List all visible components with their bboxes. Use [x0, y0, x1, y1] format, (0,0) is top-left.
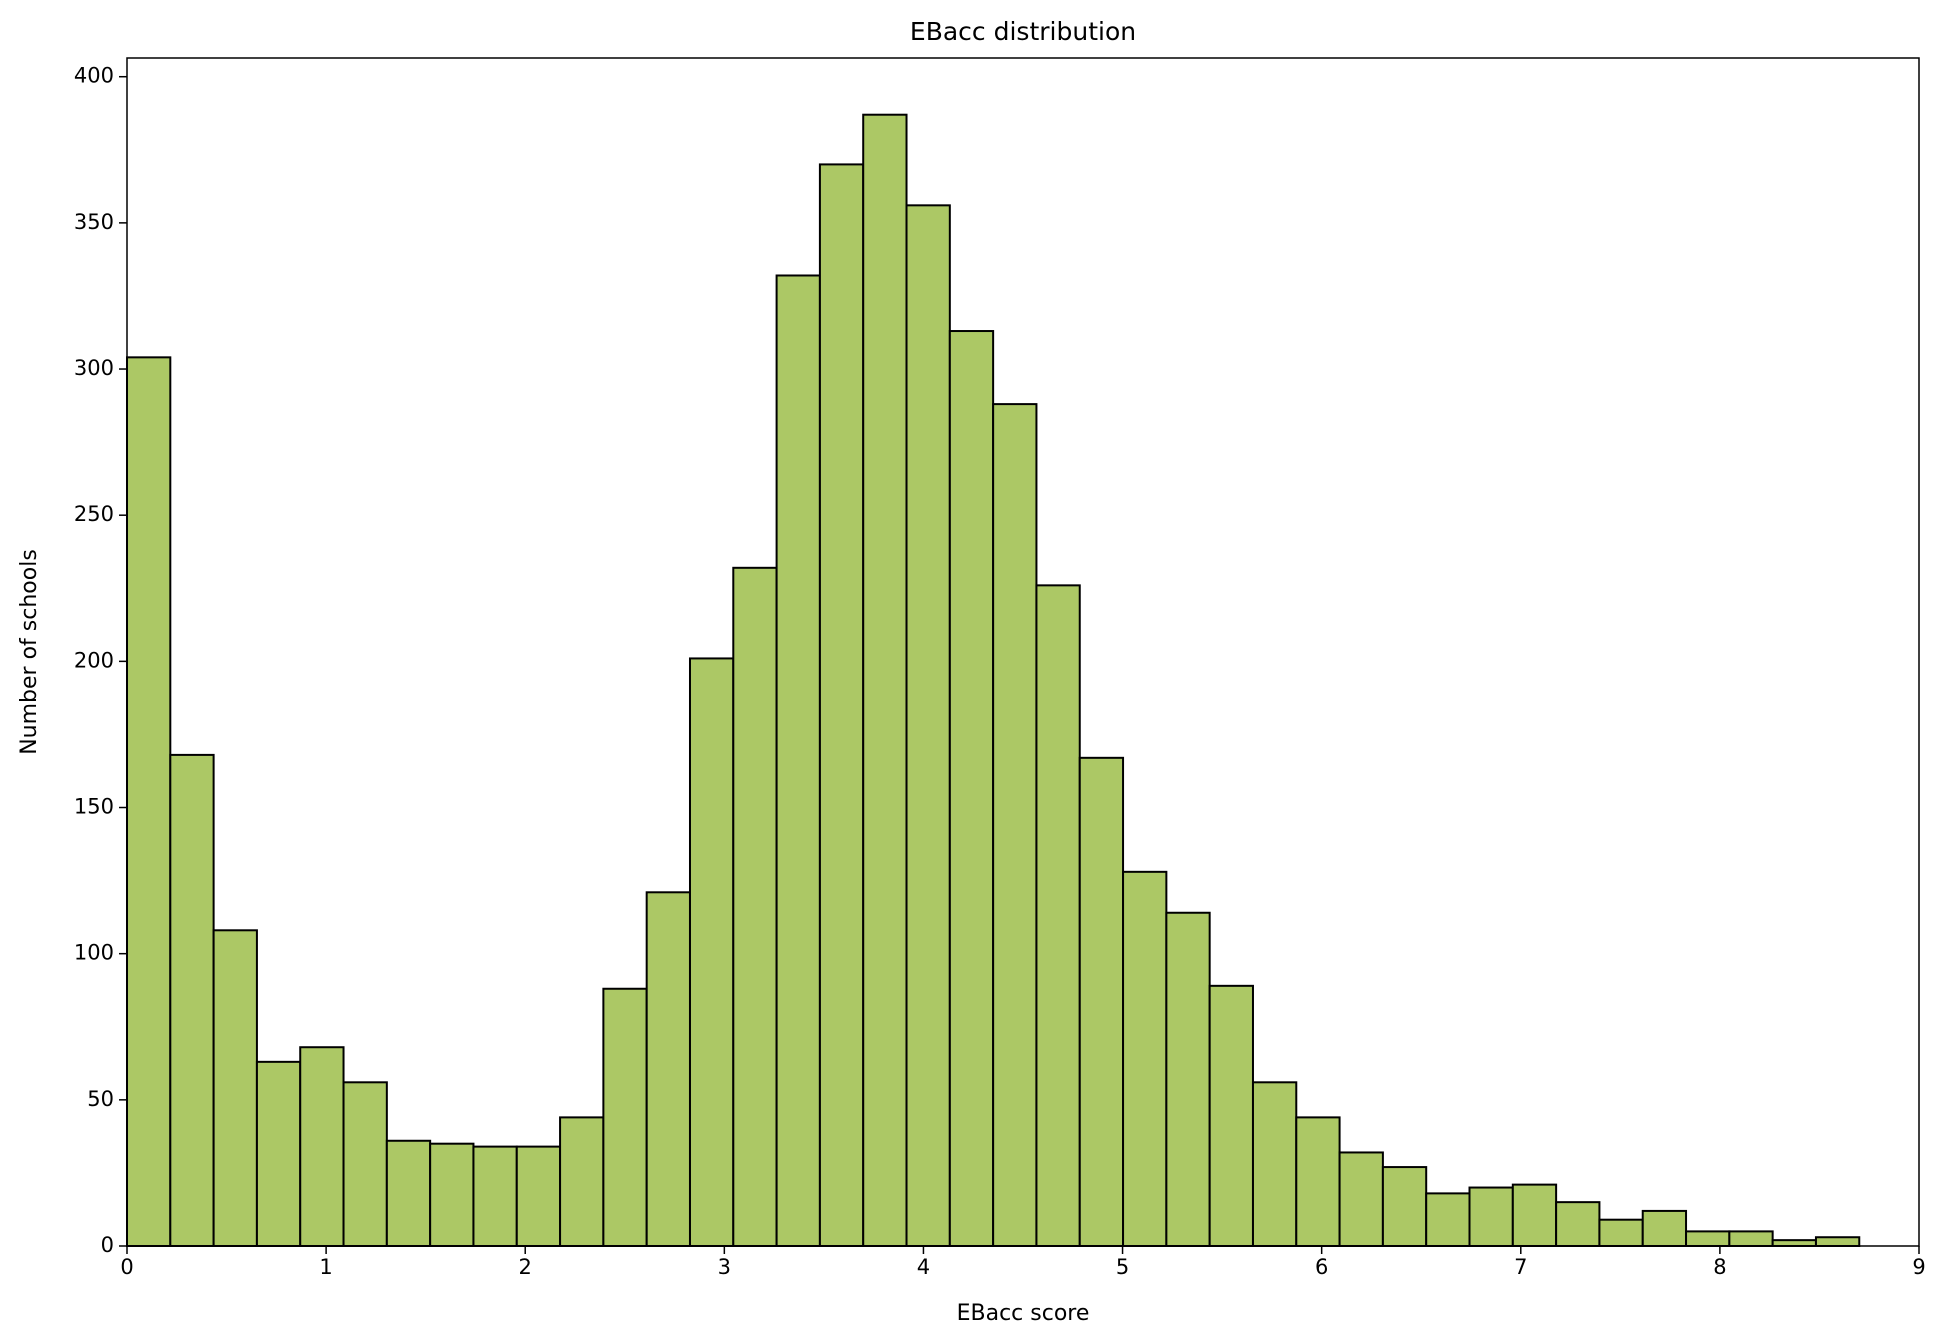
bar	[126, 356, 172, 1248]
bar	[1555, 1201, 1601, 1248]
bar	[1814, 1236, 1861, 1248]
bar	[1295, 1116, 1341, 1247]
bar	[602, 987, 648, 1247]
bar	[1425, 1192, 1471, 1247]
x-tick-label: 4	[917, 1255, 930, 1279]
x-axis-label: EBacc score	[957, 1301, 1090, 1326]
bar	[1122, 870, 1168, 1247]
bar	[1165, 911, 1211, 1247]
bar	[559, 1116, 605, 1247]
bar	[1381, 1166, 1428, 1248]
x-tick-label: 8	[1713, 1255, 1726, 1279]
bar	[1078, 756, 1125, 1247]
bar	[472, 1145, 518, 1247]
bar	[1641, 1209, 1688, 1248]
y-tick-label: 100	[74, 941, 114, 965]
bar	[645, 891, 691, 1247]
bar	[1468, 1186, 1514, 1247]
bar	[342, 1081, 388, 1247]
y-tick-label: 250	[74, 502, 114, 526]
bar	[992, 403, 1038, 1247]
bar	[212, 929, 258, 1247]
y-tick-label: 200	[74, 648, 114, 672]
bar	[905, 204, 951, 1248]
bar	[1251, 1081, 1298, 1247]
bar	[169, 753, 215, 1247]
x-tick-label: 2	[519, 1255, 532, 1279]
bar	[1685, 1230, 1731, 1248]
bar	[1511, 1183, 1558, 1247]
bar	[818, 163, 865, 1247]
plot-frame	[126, 57, 1920, 1247]
x-tick-label: 6	[1315, 1255, 1328, 1279]
bar	[1771, 1239, 1817, 1248]
x-tick-label: 0	[120, 1255, 133, 1279]
bar	[385, 1139, 432, 1248]
chart-title: EBacc distribution	[910, 17, 1136, 46]
bar	[1598, 1218, 1644, 1247]
x-tick-label: 9	[1912, 1255, 1925, 1279]
bar	[429, 1142, 475, 1248]
bar	[732, 566, 778, 1247]
bar	[1338, 1151, 1384, 1247]
x-tick-label: 7	[1514, 1255, 1527, 1279]
y-axis-label: Number of schools	[17, 549, 42, 755]
bar	[1728, 1230, 1774, 1248]
bar	[1208, 984, 1254, 1248]
y-tick-label: 350	[74, 210, 114, 234]
bar	[299, 1046, 345, 1247]
y-tick-label: 400	[74, 64, 114, 88]
bar	[1035, 584, 1081, 1247]
x-tick-label: 1	[319, 1255, 332, 1279]
bar	[255, 1060, 302, 1248]
x-tick-label: 3	[718, 1255, 731, 1279]
y-tick-label: 50	[87, 1087, 114, 1111]
bar	[862, 113, 908, 1248]
y-tick-label: 150	[74, 795, 114, 819]
x-tick-label: 5	[1116, 1255, 1129, 1279]
y-tick-label: 300	[74, 356, 114, 380]
bar	[948, 330, 995, 1247]
bar	[688, 657, 735, 1247]
bar	[515, 1145, 562, 1247]
bar	[775, 274, 821, 1248]
y-tick-label: 0	[101, 1233, 114, 1257]
